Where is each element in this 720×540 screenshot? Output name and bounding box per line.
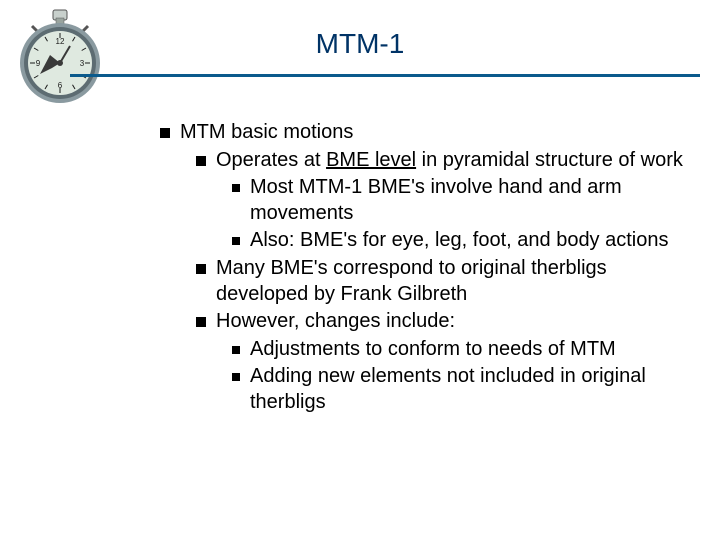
- list-item: Adjustments to conform to needs of MTM: [232, 337, 700, 363]
- bullet-icon: [196, 317, 206, 327]
- underlined-term: BME level: [326, 149, 416, 171]
- bullet-text: Also: BME's for eye, leg, foot, and body…: [250, 228, 700, 254]
- bullet-text: Adjustments to conform to needs of MTM: [250, 337, 700, 363]
- bullet-text: MTM basic motions: [180, 120, 700, 146]
- bullet-icon: [232, 184, 240, 192]
- bullet-text: Operates at BME level in pyramidal struc…: [216, 148, 700, 174]
- list-item: Most MTM-1 BME's involve hand and arm mo…: [232, 175, 700, 226]
- title-area: MTM-1: [0, 28, 720, 60]
- list-item: However, changes include:: [196, 309, 700, 335]
- list-item: Operates at BME level in pyramidal struc…: [196, 148, 700, 174]
- page-title: MTM-1: [0, 28, 720, 60]
- bullet-text: Many BME's correspond to original therbl…: [216, 256, 700, 307]
- bullet-icon: [232, 346, 240, 354]
- list-item: Many BME's correspond to original therbl…: [196, 256, 700, 307]
- svg-text:3: 3: [80, 59, 85, 68]
- bullet-text: Adding new elements not included in orig…: [250, 364, 700, 415]
- bullet-icon: [232, 373, 240, 381]
- bullet-text: However, changes include:: [216, 309, 700, 335]
- bullet-text: Most MTM-1 BME's involve hand and arm mo…: [250, 175, 700, 226]
- bullet-icon: [196, 264, 206, 274]
- svg-text:6: 6: [58, 81, 63, 90]
- title-rule: [70, 74, 700, 77]
- content-body: MTM basic motions Operates at BME level …: [160, 120, 700, 418]
- bullet-icon: [160, 128, 170, 138]
- list-item: Adding new elements not included in orig…: [232, 364, 700, 415]
- list-item: MTM basic motions: [160, 120, 700, 146]
- bullet-icon: [232, 237, 240, 245]
- svg-text:9: 9: [36, 59, 41, 68]
- list-item: Also: BME's for eye, leg, foot, and body…: [232, 228, 700, 254]
- bullet-icon: [196, 156, 206, 166]
